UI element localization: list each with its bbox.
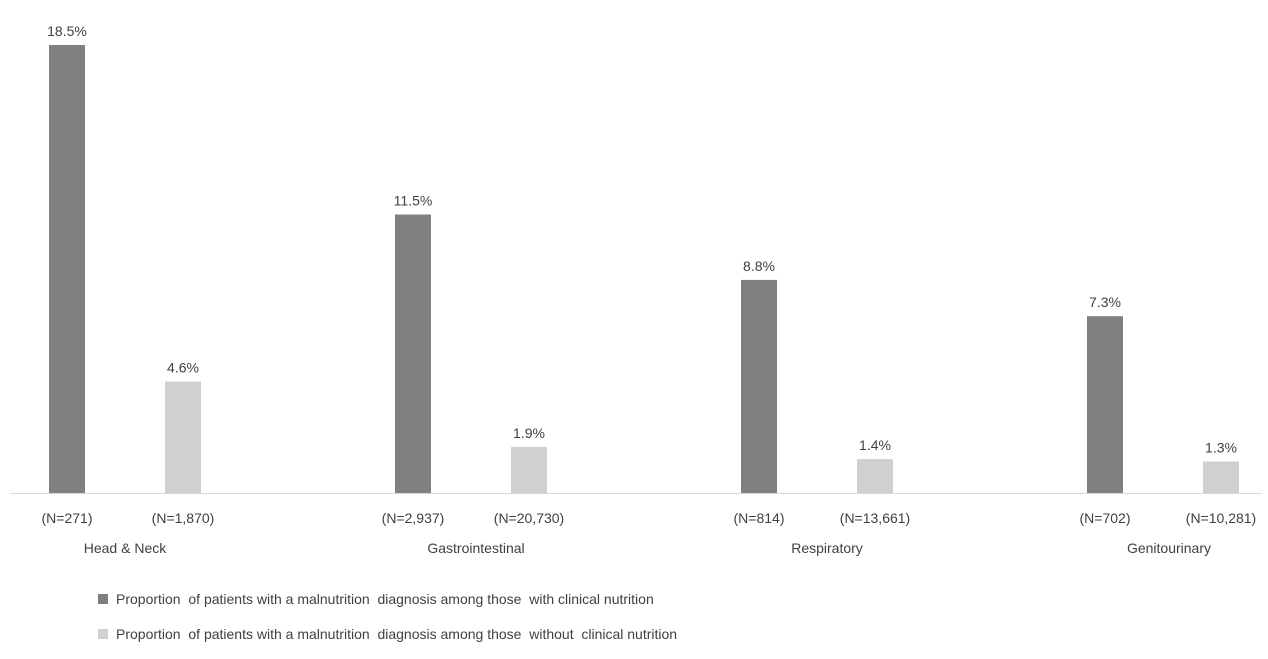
legend-item-without-nutrition: Proportion of patients with a malnutriti… [98,624,677,644]
data-label: 7.3% [1089,294,1121,310]
legend-swatch-without-nutrition [98,629,108,639]
legend-label-without-nutrition: Proportion of patients with a malnutriti… [116,626,678,642]
n-label: (N=814) [734,510,785,526]
n-label: (N=1,870) [152,510,215,526]
legend-label-with-nutrition: Proportion of patients with a malnutriti… [116,591,654,607]
data-label: 4.6% [167,360,199,376]
bar-with-nutrition [49,45,85,493]
n-label: (N=702) [1080,510,1131,526]
bar-without-nutrition [857,459,893,493]
category-label: Respiratory [791,540,863,556]
data-label: 18.5% [47,23,87,39]
data-label: 1.4% [859,437,891,453]
bar-with-nutrition [741,279,777,493]
data-label: 11.5% [394,193,433,209]
category-label: Head & Neck [84,540,167,556]
bar-without-nutrition [1203,461,1239,493]
bar-chart: 18.5% (N=271) 11.5% (N=2,937) 8.8% (N=814) 7.3… [10,23,1262,556]
n-label: (N=13,661) [840,510,910,526]
category-label: Genitourinary [1127,540,1211,556]
bar-with-nutrition [1087,316,1123,493]
data-label: 8.8% [743,258,775,274]
n-label: (N=271) [42,510,93,526]
bar-with-nutrition [395,214,431,493]
n-label: (N=10,281) [1186,510,1256,526]
data-label: 1.9% [513,425,545,441]
legend-item-with-nutrition: Proportion of patients with a malnutriti… [98,589,677,609]
n-label: (N=20,730) [494,510,564,526]
bar-without-nutrition [511,446,547,493]
legend-swatch-with-nutrition [98,594,108,604]
legend: Proportion of patients with a malnutriti… [98,589,677,659]
n-label: (N=2,937) [382,510,445,526]
category-label: Gastrointestinal [427,540,524,556]
bar-without-nutrition [165,381,201,493]
data-label: 1.3% [1205,440,1237,456]
